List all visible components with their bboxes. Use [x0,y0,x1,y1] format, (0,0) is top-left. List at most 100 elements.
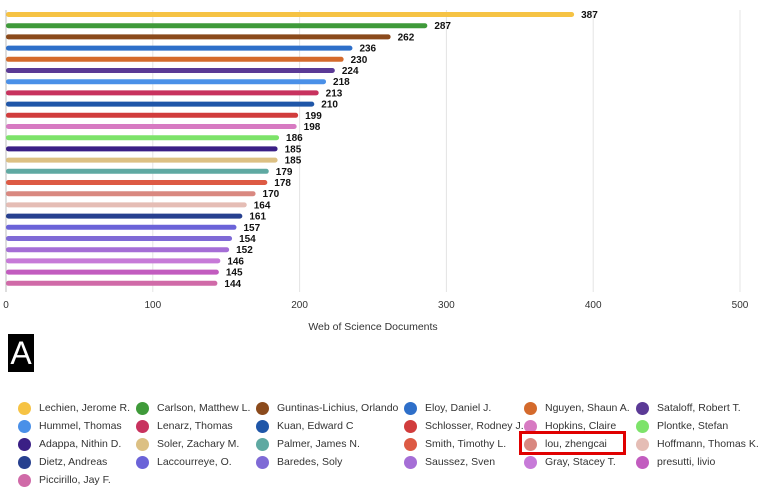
legend-label: Smith, Timothy L. [425,438,507,450]
legend-label: Plontke, Stefan [657,420,729,432]
legend-label: Piccirillo, Jay F. [39,474,111,486]
legend-label: Saussez, Sven [425,456,496,468]
bar-value-label: 164 [254,200,271,211]
legend-label: lou, zhengcai [545,438,607,450]
legend-label: Hummel, Thomas [39,420,122,432]
bar-value-label: 198 [304,122,321,133]
bar [6,180,268,185]
legend-label: Adappa, Nithin D. [39,438,122,450]
bar-value-label: 236 [359,44,376,55]
legend-item[interactable]: Kuan, Edward C [256,417,353,435]
bar-value-label: 218 [333,77,350,88]
bar-value-label: 161 [249,212,266,223]
bar [6,202,247,208]
legend-item[interactable]: Lechien, Jerome R. [18,399,130,417]
legend-swatch [404,419,417,433]
legend-label: Eloy, Daniel J. [425,402,492,414]
legend-swatch [636,419,649,433]
legend-item[interactable]: Smith, Timothy L. [404,435,506,453]
x-tick-label: 500 [732,300,749,311]
legend-label: Carlson, Matthew L. [157,402,251,414]
legend-label: Dietz, Andreas [39,456,108,468]
legend-label: Kuan, Edward C [277,420,354,432]
legend-swatch [256,455,269,469]
bar [6,168,269,174]
bar [6,191,256,197]
legend-label: Sataloff, Robert T. [657,402,741,414]
bar [6,12,575,17]
legend-swatch [524,419,537,433]
bar [6,124,297,129]
legend-swatch [524,401,537,415]
legend-item[interactable]: Palmer, James N. [256,435,360,453]
x-axis-title: Web of Science Documents [308,321,437,333]
bar-value-label: 287 [434,21,451,32]
bar-value-label: 185 [285,144,302,155]
legend-item[interactable]: Saussez, Sven [404,453,495,471]
legend-label: Gray, Stacey T. [545,456,616,468]
legend-item[interactable]: Plontke, Stefan [636,417,728,435]
legend-item[interactable]: Adappa, Nithin D. [18,435,121,453]
legend-item[interactable]: Baredes, Soly [256,453,342,471]
legend-swatch [18,473,31,487]
legend-label: Laccourreye, O. [157,456,232,468]
bar-value-label: 170 [263,189,280,200]
legend-swatch [136,437,149,451]
legend-item[interactable]: Piccirillo, Jay F. [18,471,111,489]
legend-swatch [18,437,31,451]
legend-label: Hopkins, Claire [545,420,617,432]
legend: Lechien, Jerome R. Carlson, Matthew L. Gun… [0,395,773,493]
bar [6,213,243,219]
bar [6,68,335,73]
legend-item[interactable]: Dietz, Andreas [18,453,107,471]
bar-value-label: 262 [398,32,415,43]
legend-item[interactable]: Hopkins, Claire [524,417,616,435]
legend-swatch [256,419,269,433]
bar [6,45,353,51]
bar [6,157,278,163]
bar [6,146,278,152]
legend-item[interactable]: Hummel, Thomas [18,417,122,435]
legend-swatch [136,401,149,415]
bar-value-label: 199 [305,111,322,122]
legend-swatch [404,455,417,469]
bar-value-label: 179 [276,167,293,178]
legend-item[interactable]: Schlosser, Rodney J. [404,417,524,435]
legend-item[interactable]: Lenarz, Thomas [136,417,233,435]
legend-item[interactable]: Soler, Zachary M. [136,435,239,453]
bar [6,34,391,40]
x-tick-label: 100 [144,300,161,311]
bar [6,247,230,253]
bar-value-label: 185 [285,156,302,167]
legend-swatch [524,455,537,469]
legend-swatch [404,401,417,415]
legend-item[interactable]: Guntinas-Lichius, Orlando [256,399,398,417]
legend-swatch [136,455,149,469]
bar-value-label: 152 [236,245,253,256]
legend-item[interactable]: Nguyen, Shaun A. [524,399,630,417]
bar-value-label: 210 [321,100,338,111]
x-tick-label: 200 [291,300,308,311]
x-tick-label: 300 [438,300,455,311]
legend-item[interactable]: Gray, Stacey T. [524,453,616,471]
legend-item[interactable]: Carlson, Matthew L. [136,399,250,417]
highlight-box [519,431,626,455]
legend-swatch [636,437,649,451]
legend-item[interactable]: presutti, livio [636,453,715,471]
legend-item[interactable]: Laccourreye, O. [136,453,232,471]
bar [6,236,233,241]
legend-swatch [18,401,31,415]
legend-item[interactable]: Sataloff, Robert T. [636,399,741,417]
legend-item[interactable]: Hoffmann, Thomas K. [636,435,759,453]
bar [6,90,319,96]
bar [6,112,299,118]
legend-label: Guntinas-Lichius, Orlando [277,402,399,414]
legend-swatch [18,455,31,469]
legend-item[interactable]: Eloy, Daniel J. [404,399,491,417]
bar [6,269,219,275]
legend-swatch [636,455,649,469]
legend-item[interactable]: lou, zhengcai [524,435,607,453]
legend-label: Palmer, James N. [277,438,360,450]
legend-label: Lechien, Jerome R. [39,402,131,414]
